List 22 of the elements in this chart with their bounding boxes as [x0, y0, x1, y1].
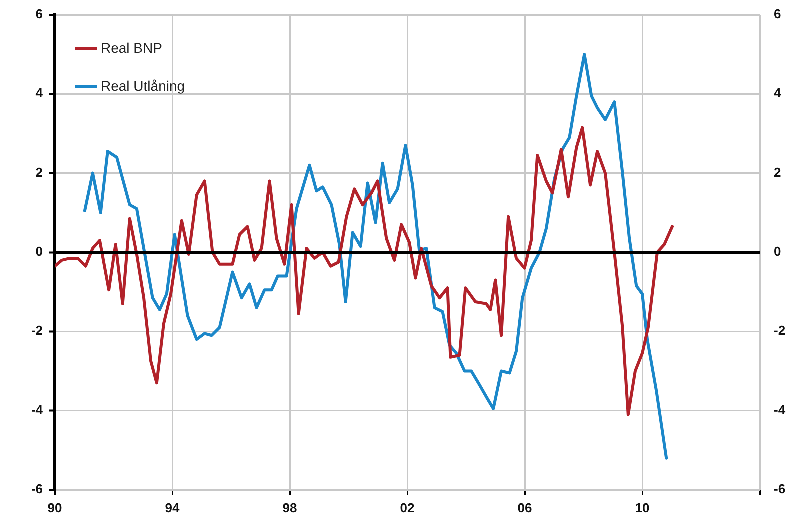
y-tick-label: -2 [31, 323, 43, 338]
x-tick-label: 02 [400, 500, 415, 516]
y2-tick-label: -4 [774, 402, 786, 418]
y2-tick-label: -6 [774, 482, 786, 497]
y-tick-label: 4 [36, 86, 44, 101]
y-tick-label: 6 [36, 6, 43, 22]
y2-tick-label: 2 [774, 164, 782, 180]
x-tick-label: 90 [48, 500, 62, 516]
legend-label: Real BNP [101, 40, 162, 56]
y2-tick-label: 0 [774, 244, 782, 260]
x-tick-label: 10 [635, 500, 650, 516]
x-tick-label: 06 [518, 500, 532, 516]
x-tick-label: 94 [165, 500, 180, 516]
legend-label: Real Utlåning [101, 78, 186, 94]
y2-tick-label: 4 [774, 86, 782, 101]
y2-tick-label: -2 [774, 323, 786, 338]
y-tick-label: 0 [36, 244, 43, 260]
y-tick-label: -6 [31, 482, 43, 497]
y-tick-label: -4 [31, 402, 44, 418]
x-tick-label: 98 [282, 500, 298, 516]
y2-tick-label: 6 [774, 6, 782, 22]
y-tick-label: 2 [36, 164, 43, 180]
